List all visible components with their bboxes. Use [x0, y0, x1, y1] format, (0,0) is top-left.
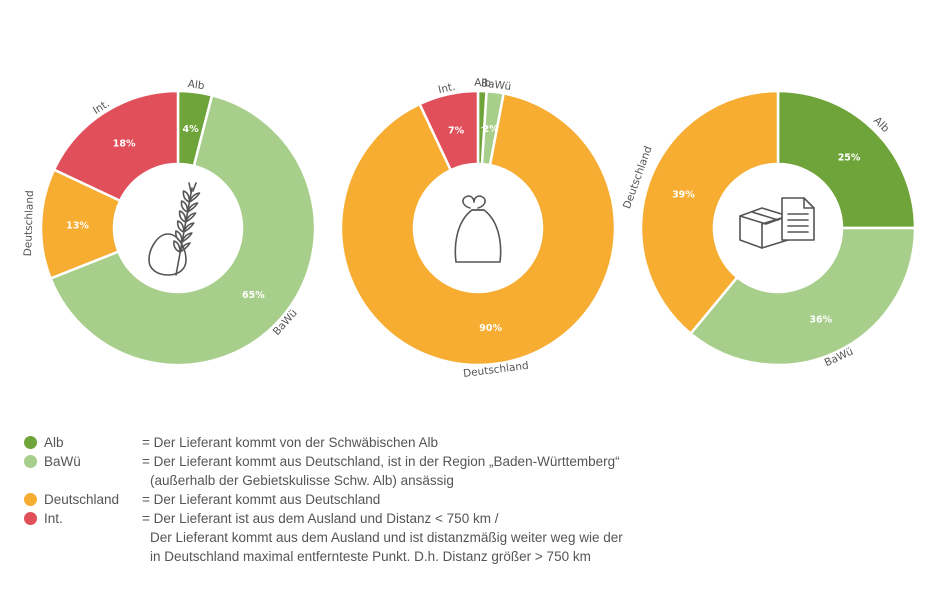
box-document-icon — [739, 197, 815, 249]
data-label: 7% — [448, 125, 465, 136]
legend: Alb = Der Lieferant kommt von der Schwäbi… — [24, 433, 924, 566]
legend-description: = Der Lieferant kommt aus Deutschland, i… — [142, 454, 620, 469]
legend-item: BaWü = Der Lieferant kommt aus Deutschlan… — [24, 452, 924, 471]
donut-charts: 4%Alb65%BaWü13%Deutschland18%Int.1%Alb2%… — [22, 77, 917, 380]
legend-label: BaWü — [44, 454, 81, 469]
donut-hole — [415, 165, 541, 291]
data-label: 36% — [809, 314, 832, 325]
donut-hole — [715, 165, 841, 291]
slice-deutschland — [639, 89, 780, 336]
legend-description: = Der Lieferant ist aus dem Ausland und … — [142, 511, 499, 526]
legend-item: Int. = Der Lieferant ist aus dem Ausland … — [24, 509, 924, 528]
slice-alb — [776, 89, 917, 230]
legend-label: Deutschland — [44, 492, 120, 507]
data-label: 18% — [113, 139, 136, 150]
slice-deutschland — [339, 91, 617, 367]
legend-description: = Der Lieferant kommt aus Deutschland — [142, 492, 381, 507]
data-label: 65% — [242, 290, 265, 301]
data-label: 2% — [483, 124, 500, 135]
legend-label: Alb — [44, 435, 64, 450]
data-label: 4% — [183, 124, 200, 135]
legend-swatch — [24, 512, 37, 525]
slice-baw — [48, 93, 317, 367]
category-label: Alb — [187, 78, 205, 92]
category-label: Alb — [474, 77, 491, 90]
legend-description: = Der Lieferant kommt von der Schwäbisch… — [142, 435, 439, 450]
legend-item: Alb = Der Lieferant kommt von der Schwäbi… — [24, 433, 924, 452]
slice-baw — [688, 226, 917, 367]
data-label: 39% — [672, 189, 695, 200]
slice-int — [52, 89, 180, 203]
donut-hole — [115, 165, 241, 291]
legend-description-continued: (außerhalb der Gebietskulisse Schw. Alb)… — [150, 473, 454, 488]
legend-swatch — [24, 493, 37, 506]
legend-label: Int. — [44, 511, 63, 526]
category-label: Int. — [437, 81, 456, 96]
legend-item: Deutschland = Der Lieferant kommt aus Deu… — [24, 490, 924, 509]
category-label: BaWü — [480, 77, 512, 93]
data-label: 90% — [479, 323, 502, 334]
flour-sack-icon — [454, 195, 502, 263]
legend-description-continued: in Deutschland maximal entfernteste Punk… — [150, 549, 591, 564]
legend-swatch — [24, 455, 37, 468]
slice-int — [418, 89, 480, 172]
legend-description-continued: Der Lieferant kommt aus dem Ausland und … — [150, 530, 623, 545]
legend-swatch — [24, 436, 37, 449]
data-label: 13% — [66, 220, 89, 231]
wheat-egg-icon — [148, 182, 201, 276]
category-label: Deutschland — [22, 190, 36, 256]
data-label: 25% — [838, 152, 861, 163]
